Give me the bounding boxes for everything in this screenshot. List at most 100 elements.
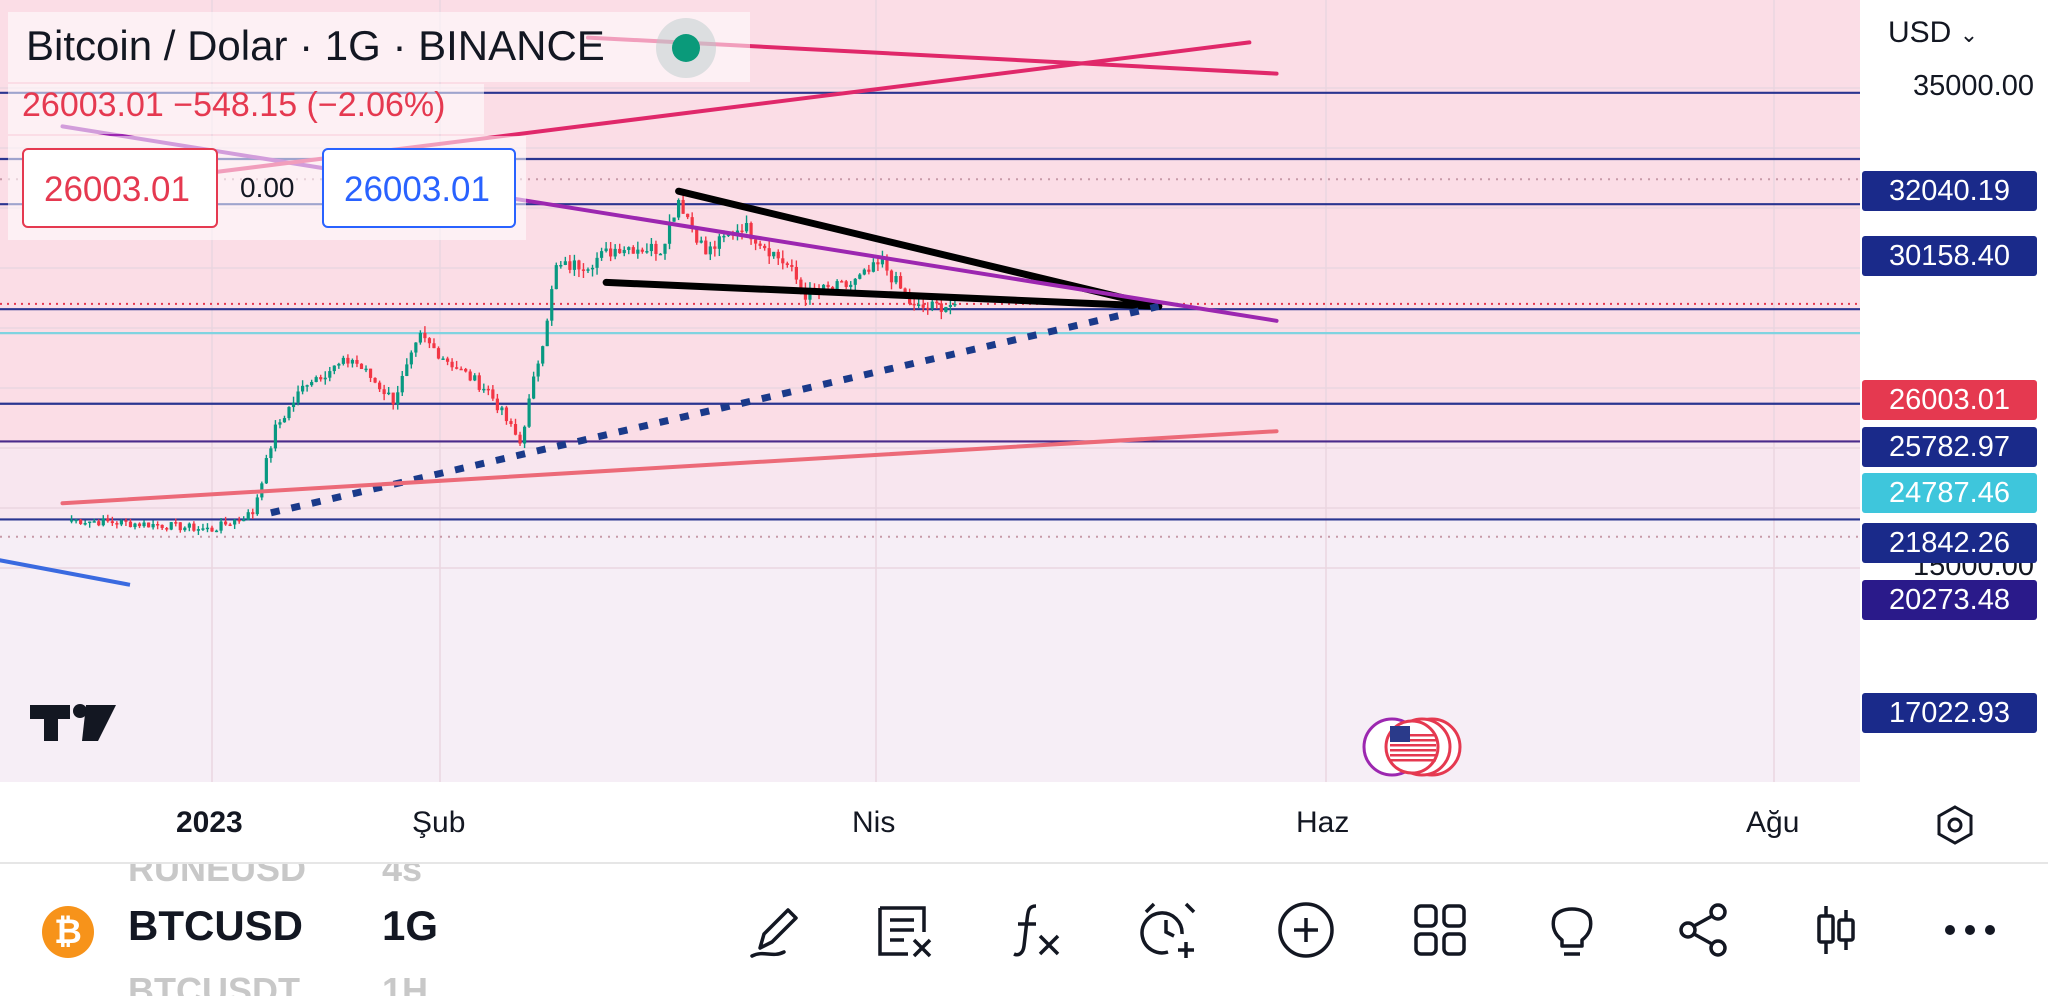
symbol-selector[interactable]: BTCUSD xyxy=(128,902,303,949)
candle-body xyxy=(205,527,210,530)
symbol-title[interactable]: Bitcoin / Dolar · 1G · BINANCE xyxy=(26,22,605,69)
candle-body xyxy=(482,388,486,391)
price-tag[interactable]: 25782.97 xyxy=(1862,427,2037,467)
candle-body xyxy=(749,223,753,240)
candle-body xyxy=(323,377,327,380)
candle-body xyxy=(785,263,789,266)
candle-body xyxy=(477,375,481,390)
candle-body xyxy=(391,392,395,405)
candle-body xyxy=(74,519,78,522)
more-icon[interactable] xyxy=(1938,898,2002,962)
chevron-down-icon: ⌄ xyxy=(1959,22,1979,47)
candle-body xyxy=(744,223,749,232)
interval-selector[interactable]: 1G xyxy=(382,902,439,949)
candle-body xyxy=(214,530,219,533)
candle-body xyxy=(835,281,839,290)
price-tag[interactable]: 32040.19 xyxy=(1862,171,2037,211)
pencil-icon[interactable] xyxy=(744,898,808,962)
candle-body xyxy=(187,523,191,528)
candle-body xyxy=(228,524,232,526)
sell-button[interactable]: 26003.01 xyxy=(22,148,218,228)
candle-body xyxy=(840,281,844,283)
candle-body xyxy=(332,365,336,372)
candle-body xyxy=(536,363,540,377)
candle-body xyxy=(101,518,105,526)
candle-body xyxy=(513,424,518,435)
currency-selector[interactable]: USD ⌄ xyxy=(1888,16,1978,50)
candle-body xyxy=(885,258,889,271)
candle-body xyxy=(867,269,871,272)
candle-body xyxy=(876,262,880,265)
candle-body xyxy=(894,276,898,283)
candle-body xyxy=(849,284,853,287)
prev-symbol-interval: 4s xyxy=(382,864,423,889)
price-tag[interactable]: 24787.46 xyxy=(1862,473,2037,513)
symbol-list-item-prev[interactable]: RUNEUSD 4s xyxy=(128,864,422,890)
candle-body xyxy=(504,407,509,422)
chart-settings-icon[interactable] xyxy=(1934,804,1976,846)
candle-body xyxy=(758,243,762,246)
candle-body xyxy=(124,520,128,522)
candle-body xyxy=(686,213,690,218)
candle-body xyxy=(640,249,644,252)
price-tag[interactable]: 17022.93 xyxy=(1862,693,2037,733)
economic-event-flag-icon[interactable] xyxy=(1362,717,1462,777)
candles-icon[interactable] xyxy=(1804,898,1868,962)
candle-body xyxy=(926,307,930,310)
candle-body xyxy=(636,249,640,254)
candle-body xyxy=(269,448,273,459)
candle-body xyxy=(708,246,712,255)
alert-clock-icon[interactable] xyxy=(1138,898,1202,962)
price-tag[interactable]: 20273.48 xyxy=(1862,580,2037,620)
candle-body xyxy=(631,247,635,254)
candle-body xyxy=(355,359,359,364)
price-tag[interactable]: 21842.26 xyxy=(1862,523,2037,563)
add-circle-icon[interactable] xyxy=(1274,898,1338,962)
candle-body xyxy=(210,527,214,532)
candle-body xyxy=(776,251,780,259)
candle-body xyxy=(831,287,835,290)
candle-body xyxy=(590,267,595,270)
indicators-fx-icon[interactable] xyxy=(1006,898,1070,962)
candle-body xyxy=(672,217,676,222)
candle-body xyxy=(604,248,608,252)
candle-body xyxy=(146,522,151,528)
time-axis-label: Ağu xyxy=(1746,806,1800,839)
candle-body xyxy=(350,359,355,364)
market-status-indicator[interactable] xyxy=(656,18,716,78)
candle-body xyxy=(491,389,495,399)
candle-body xyxy=(328,371,332,378)
candle-body xyxy=(939,303,943,312)
candle-body xyxy=(414,342,418,353)
candle-body xyxy=(794,266,798,280)
candle-body xyxy=(713,246,717,249)
time-axis-label: Şub xyxy=(412,806,466,839)
price-tag[interactable]: 26003.01 xyxy=(1862,380,2037,420)
candle-body xyxy=(291,402,296,408)
next-symbol-name: BTCUSDT xyxy=(128,970,300,996)
candle-body xyxy=(337,363,341,366)
candle-body xyxy=(455,367,459,369)
candle-body xyxy=(246,512,250,520)
time-axis[interactable]: 2023 Şub Nis Haz Ağu xyxy=(0,782,2048,864)
candle-body xyxy=(387,392,391,395)
idea-lightbulb-icon[interactable] xyxy=(1540,898,1604,962)
price-tag[interactable]: 30158.40 xyxy=(1862,236,2037,276)
candle-body xyxy=(880,258,885,265)
candle-body xyxy=(445,358,450,362)
candle-body xyxy=(522,426,527,444)
candle-body xyxy=(314,377,318,382)
candle-body xyxy=(79,519,83,524)
layout-grid-icon[interactable] xyxy=(1408,898,1472,962)
candle-body xyxy=(278,422,282,425)
buy-button[interactable]: 26003.01 xyxy=(322,148,516,228)
candle-body xyxy=(654,243,658,254)
candle-body xyxy=(436,348,441,359)
trendline-blue-falling xyxy=(0,558,131,587)
candle-body xyxy=(92,521,96,523)
candle-body xyxy=(160,524,164,529)
clear-drawings-icon[interactable] xyxy=(874,898,938,962)
share-icon[interactable] xyxy=(1672,898,1736,962)
symbol-list-item-next[interactable]: BTCUSDT 1H xyxy=(128,970,428,996)
candle-body xyxy=(821,284,826,292)
